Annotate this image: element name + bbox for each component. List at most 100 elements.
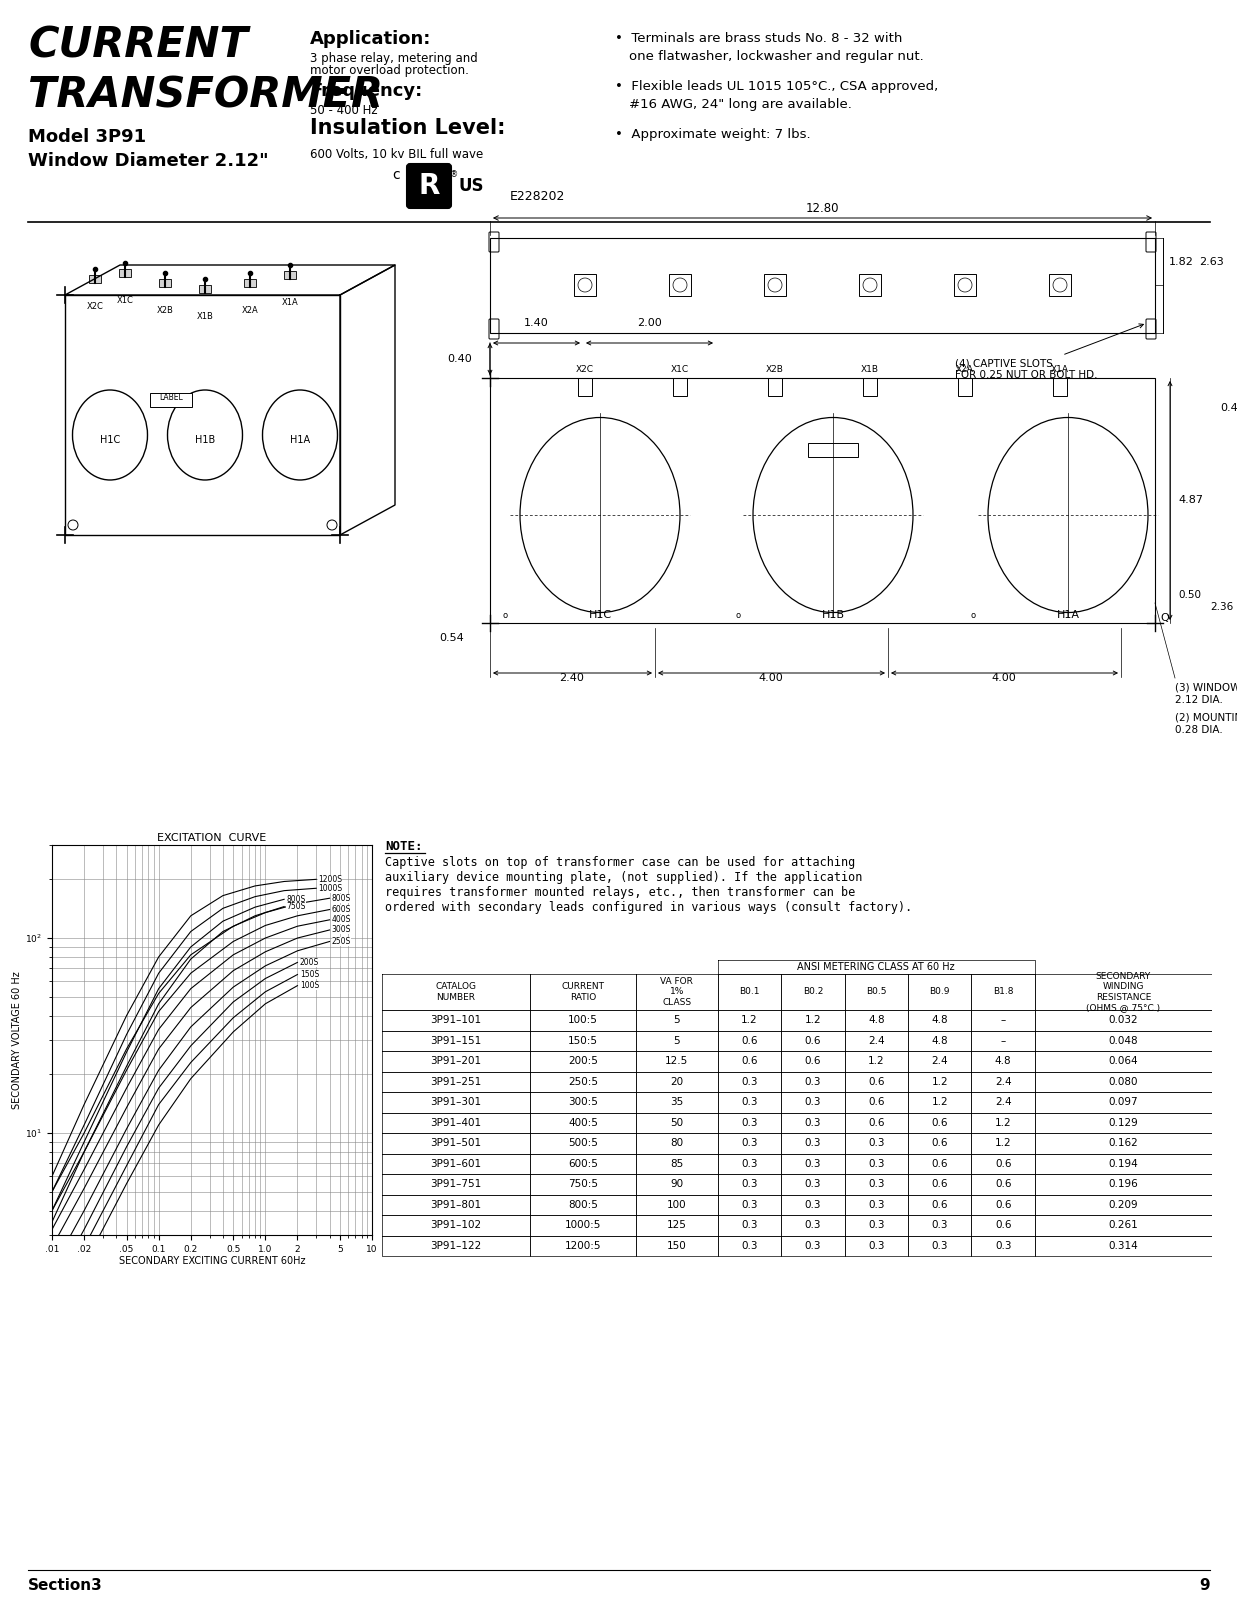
Text: 750S: 750S — [287, 902, 306, 910]
Bar — [863, 378, 877, 395]
Text: 20: 20 — [670, 1077, 683, 1086]
Text: 0.314: 0.314 — [1108, 1240, 1138, 1251]
Text: ®: ® — [450, 170, 458, 179]
Text: 0.209: 0.209 — [1108, 1200, 1138, 1210]
Text: #16 AWG, 24" long are available.: #16 AWG, 24" long are available. — [628, 98, 852, 110]
Text: X2A: X2A — [956, 365, 974, 374]
Text: 0.3: 0.3 — [804, 1179, 821, 1189]
Text: 0.3: 0.3 — [741, 1098, 758, 1107]
Text: 0.064: 0.064 — [1108, 1056, 1138, 1066]
Text: o: o — [971, 611, 976, 619]
Text: 12.5: 12.5 — [666, 1056, 688, 1066]
Text: 5: 5 — [673, 1035, 680, 1046]
Text: 1.2: 1.2 — [868, 1056, 884, 1066]
Text: B0.9: B0.9 — [929, 987, 950, 997]
Text: o: o — [502, 611, 507, 619]
Text: 4.8: 4.8 — [995, 1056, 1012, 1066]
Text: 3 phase relay, metering and: 3 phase relay, metering and — [310, 51, 477, 66]
Text: 0.3: 0.3 — [741, 1221, 758, 1230]
Text: 1200:5: 1200:5 — [564, 1240, 601, 1251]
Text: 3P91–201: 3P91–201 — [430, 1056, 481, 1066]
Text: 0.6: 0.6 — [931, 1158, 948, 1168]
Text: 0.3: 0.3 — [804, 1200, 821, 1210]
Text: B0.5: B0.5 — [866, 987, 887, 997]
Text: 0.048: 0.048 — [1108, 1035, 1138, 1046]
Text: 0.6: 0.6 — [931, 1138, 948, 1149]
Text: 0.54: 0.54 — [439, 634, 464, 643]
Text: 0.6: 0.6 — [868, 1118, 884, 1128]
Text: one flatwasher, lockwasher and regular nut.: one flatwasher, lockwasher and regular n… — [628, 50, 924, 62]
Text: 0.3: 0.3 — [741, 1240, 758, 1251]
Text: 0.032: 0.032 — [1108, 1016, 1138, 1026]
Text: 0.3: 0.3 — [741, 1118, 758, 1128]
Text: X2A: X2A — [241, 306, 259, 315]
Text: 0.3: 0.3 — [741, 1158, 758, 1168]
Text: 0.6: 0.6 — [995, 1200, 1012, 1210]
Text: 1.2: 1.2 — [995, 1118, 1012, 1128]
Text: X2B: X2B — [766, 365, 784, 374]
Text: •  Flexible leads UL 1015 105°C., CSA approved,: • Flexible leads UL 1015 105°C., CSA app… — [615, 80, 938, 93]
Text: 4.00: 4.00 — [758, 674, 783, 683]
Bar — [119, 269, 131, 277]
Text: 1.82: 1.82 — [1169, 258, 1194, 267]
Text: X1B: X1B — [197, 312, 214, 322]
Text: 3P91–151: 3P91–151 — [430, 1035, 481, 1046]
Text: (4) CAPTIVE SLOTS
FOR 0.25 NUT OR BOLT HD.: (4) CAPTIVE SLOTS FOR 0.25 NUT OR BOLT H… — [955, 323, 1143, 379]
Text: 4.8: 4.8 — [868, 1016, 884, 1026]
Text: –: – — [1001, 1035, 1006, 1046]
Text: 0.194: 0.194 — [1108, 1158, 1138, 1168]
Text: 2.4: 2.4 — [931, 1056, 948, 1066]
Text: 2.4: 2.4 — [995, 1077, 1012, 1086]
Text: 0.261: 0.261 — [1108, 1221, 1138, 1230]
Bar — [768, 378, 782, 395]
Text: H1A: H1A — [1056, 610, 1080, 619]
Text: 3P91–751: 3P91–751 — [430, 1179, 481, 1189]
Text: Q: Q — [1160, 613, 1169, 622]
Text: 0.3: 0.3 — [931, 1221, 948, 1230]
Text: 0.50: 0.50 — [1178, 590, 1201, 600]
Text: 0.3: 0.3 — [804, 1158, 821, 1168]
Text: Window Diameter 2.12": Window Diameter 2.12" — [28, 152, 268, 170]
Bar — [574, 274, 596, 296]
Bar — [490, 378, 1155, 622]
Text: 0.3: 0.3 — [868, 1179, 884, 1189]
Text: 1.2: 1.2 — [741, 1016, 758, 1026]
Bar — [764, 274, 785, 296]
Text: 0.6: 0.6 — [931, 1118, 948, 1128]
Text: 2.4: 2.4 — [868, 1035, 884, 1046]
Text: •  Approximate weight: 7 lbs.: • Approximate weight: 7 lbs. — [615, 128, 810, 141]
Title: EXCITATION  CURVE: EXCITATION CURVE — [157, 834, 267, 843]
Text: 1000:5: 1000:5 — [565, 1221, 601, 1230]
Text: SECONDARY
WINDING
RESISTANCE
(OHMS @ 75°C.): SECONDARY WINDING RESISTANCE (OHMS @ 75°… — [1086, 971, 1160, 1013]
Text: 150S: 150S — [299, 970, 319, 979]
Bar — [490, 238, 1155, 333]
Text: H1C: H1C — [589, 610, 611, 619]
Bar — [199, 285, 212, 293]
Bar — [669, 274, 691, 296]
Text: 100:5: 100:5 — [568, 1016, 597, 1026]
Text: 300:5: 300:5 — [568, 1098, 597, 1107]
Text: 0.44: 0.44 — [1220, 403, 1237, 413]
Text: 0.097: 0.097 — [1108, 1098, 1138, 1107]
Text: 0.129: 0.129 — [1108, 1118, 1138, 1128]
Text: 1.2: 1.2 — [804, 1016, 821, 1026]
Text: 0.3: 0.3 — [741, 1138, 758, 1149]
Text: X2B: X2B — [157, 306, 173, 315]
Text: 2.36: 2.36 — [1210, 602, 1233, 611]
Text: (3) WINDOWS
2.12 DIA.: (3) WINDOWS 2.12 DIA. — [1175, 683, 1237, 704]
Text: 0.3: 0.3 — [995, 1240, 1012, 1251]
Text: 3P91–251: 3P91–251 — [430, 1077, 481, 1086]
Text: 4.8: 4.8 — [931, 1035, 948, 1046]
Text: 12.80: 12.80 — [805, 202, 839, 214]
Text: 1000S: 1000S — [318, 883, 343, 893]
Text: 800:5: 800:5 — [568, 1200, 597, 1210]
Text: 0.40: 0.40 — [448, 354, 473, 365]
Text: Insulation Level:: Insulation Level: — [310, 118, 506, 138]
Text: X1C: X1C — [670, 365, 689, 374]
Bar — [1049, 274, 1071, 296]
Text: 0.3: 0.3 — [804, 1098, 821, 1107]
Text: –: – — [1001, 1016, 1006, 1026]
Text: 0.3: 0.3 — [741, 1179, 758, 1189]
Text: 100S: 100S — [299, 981, 319, 990]
Text: Captive slots on top of transformer case can be used for attaching
auxiliary dev: Captive slots on top of transformer case… — [385, 856, 912, 914]
